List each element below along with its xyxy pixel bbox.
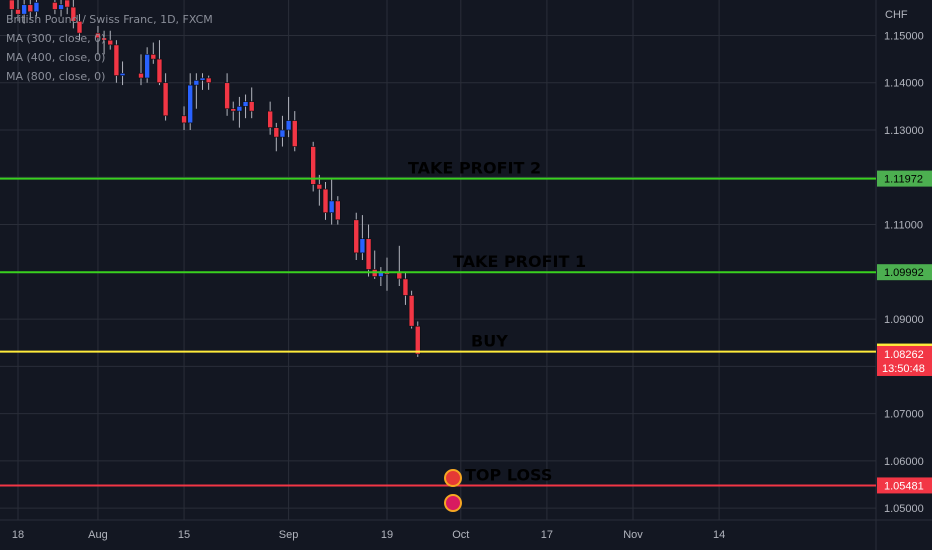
annotation-label: TOP LOSS — [465, 465, 552, 484]
candle-down — [310, 146, 317, 185]
candle-up — [279, 129, 286, 138]
candle-down — [113, 44, 120, 76]
time-tick-label: 19 — [381, 529, 393, 541]
candle-up — [236, 106, 243, 112]
price-axis-currency: CHF — [885, 9, 908, 21]
annotation-label: TAKE PROFIT 1 — [453, 252, 586, 271]
price-tick-label: 1.06000 — [884, 456, 924, 468]
candle-down — [291, 120, 298, 147]
time-tick-label: 18 — [12, 529, 24, 541]
symbol-title[interactable]: British Pound / Swiss Franc, 1D, FXCM — [6, 13, 213, 26]
candle-up — [21, 4, 27, 15]
time-tick-label: Nov — [623, 529, 643, 541]
candle-down — [64, 0, 70, 8]
candle-up — [359, 238, 366, 254]
countdown-label: 13:50:48 — [882, 363, 925, 375]
indicator-ma-400[interactable]: MA (400, close, 0) — [6, 51, 106, 64]
price-tick-label: 1.15000 — [884, 30, 924, 42]
time-tick-label: Sep — [279, 529, 299, 541]
time-tick-label: 17 — [541, 529, 553, 541]
annotation-label: BUY — [471, 332, 508, 351]
candle-up — [193, 80, 200, 86]
time-tick-label: 14 — [713, 529, 725, 541]
candle-down — [52, 2, 58, 10]
candle-down — [76, 20, 83, 34]
price-tick-label: 1.09000 — [884, 314, 924, 326]
candle-up — [58, 4, 64, 10]
candle-down — [322, 188, 329, 214]
candle-down — [334, 200, 341, 221]
time-tick-label: Aug — [88, 529, 108, 541]
candle-down — [402, 278, 409, 296]
candle-up — [199, 77, 206, 81]
price-badge — [877, 170, 932, 187]
indicator-ma-800[interactable]: MA (800, close, 0) — [6, 70, 106, 83]
candle-up — [119, 72, 126, 76]
price-badge-label: 1.09992 — [884, 267, 924, 279]
candle-down — [101, 37, 107, 41]
candle-down — [107, 39, 114, 46]
candle-down — [138, 72, 144, 79]
candle-up — [33, 2, 40, 13]
candle-down — [267, 110, 273, 128]
candle-down — [316, 184, 323, 190]
candle-down — [365, 238, 372, 270]
candle-up — [242, 101, 249, 107]
price-tick-label: 1.13000 — [884, 125, 924, 137]
candle-down — [27, 4, 34, 13]
candle-up — [144, 54, 150, 79]
trade-marker-icon — [444, 469, 462, 487]
candle-down — [224, 82, 230, 110]
candle-down — [248, 101, 255, 112]
candle-down — [150, 54, 157, 60]
candle-down — [156, 58, 163, 84]
candle-up — [328, 200, 335, 214]
price-tick-label: 1.14000 — [884, 78, 924, 90]
candle-down — [205, 77, 212, 84]
price-badge-label: 1.05481 — [884, 480, 924, 492]
price-tick-label: 1.07000 — [884, 409, 924, 421]
price-badge — [877, 477, 932, 494]
trade-marker-icon — [444, 494, 462, 512]
price-tick-label: 1.11000 — [884, 220, 923, 232]
price-badge — [877, 345, 932, 376]
candle-down — [273, 127, 280, 138]
time-tick-label: 15 — [178, 529, 190, 541]
price-badge — [877, 264, 932, 281]
candle-down — [353, 219, 360, 254]
candle-down — [95, 32, 101, 39]
candle-down — [230, 108, 237, 112]
time-tick-label: Oct — [452, 529, 469, 541]
candle-down — [181, 115, 187, 124]
candle-up — [187, 84, 193, 124]
price-badge-label: 1.08262 — [884, 349, 924, 361]
chart-legend: British Pound / Swiss Franc, 1D, FXCM MA… — [6, 10, 213, 86]
candle-up — [285, 120, 292, 131]
annotation-label: TAKE PROFIT 2 — [408, 159, 541, 178]
indicator-ma-300[interactable]: MA (300, close, 0) — [6, 32, 106, 45]
candle-down — [162, 82, 169, 117]
candle-down — [408, 295, 415, 327]
price-tick-label: 1.05000 — [884, 503, 924, 515]
price-badge-label: 1.11972 — [884, 174, 923, 186]
candle-down — [70, 6, 77, 22]
candle-down — [15, 9, 21, 15]
candle-down — [9, 0, 15, 10]
candle-down — [414, 325, 421, 355]
